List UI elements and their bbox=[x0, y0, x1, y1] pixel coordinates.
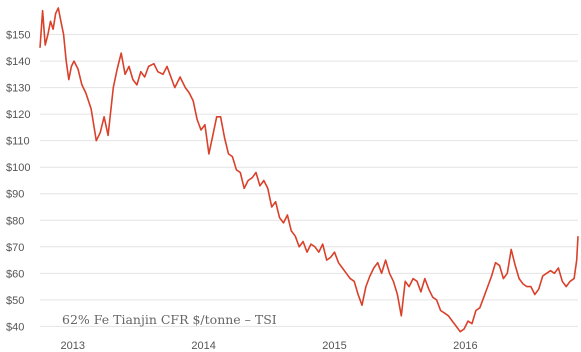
price-series-line bbox=[39, 7, 579, 333]
y-tick-label: $90 bbox=[6, 189, 24, 201]
series-lines bbox=[39, 7, 579, 333]
y-tick-label: $60 bbox=[6, 268, 24, 280]
y-tick-label: $130 bbox=[6, 83, 30, 95]
y-tick-label: $70 bbox=[6, 242, 24, 254]
grid-lines bbox=[40, 34, 578, 327]
x-tick-label: 2015 bbox=[322, 340, 346, 352]
y-tick-label: $50 bbox=[6, 295, 24, 307]
y-tick-label: $110 bbox=[6, 136, 30, 148]
x-axis-tick-labels: 2013 2014 2015 2016 bbox=[60, 340, 477, 352]
y-tick-label: $80 bbox=[6, 215, 24, 227]
x-tick-label: 2014 bbox=[191, 340, 215, 352]
x-tick-label: 2013 bbox=[60, 340, 84, 352]
y-axis-tick-labels: $40 $50 $60 $70 $80 $90 $100 $110 $120 $130 $140 $1… bbox=[6, 30, 30, 334]
y-tick-label: $40 bbox=[6, 321, 24, 333]
y-tick-label: $100 bbox=[6, 162, 30, 174]
chart-annotation: 62% Fe Tianjin CFR $/tonne – TSI bbox=[62, 312, 277, 327]
x-tick-label: 2016 bbox=[453, 340, 477, 352]
y-tick-label: $120 bbox=[6, 109, 30, 121]
y-tick-label: $150 bbox=[6, 30, 30, 42]
y-tick-label: $140 bbox=[6, 56, 30, 68]
